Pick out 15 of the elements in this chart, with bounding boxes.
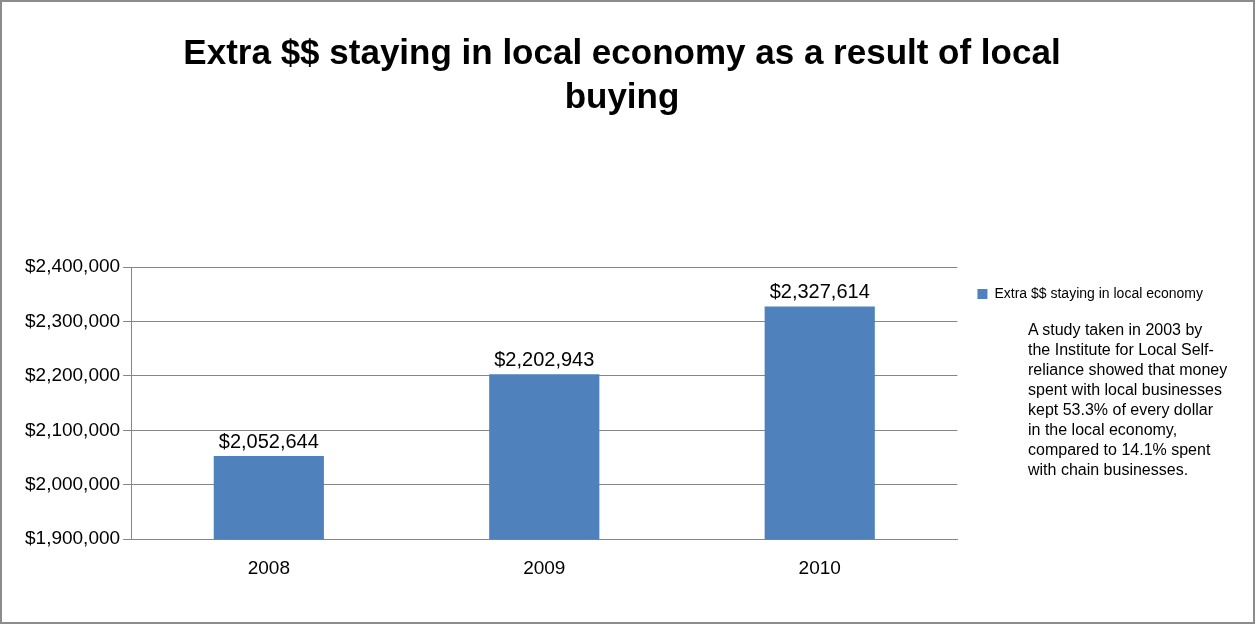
y-tick-label: $2,300,000 — [25, 309, 121, 331]
x-tick-label: 2009 — [523, 556, 566, 578]
x-tick-label: 2010 — [798, 556, 841, 578]
text: A study taken in 2003 by the Institute for Local Self-reliance showed that money spent with local businesses kept 53.3% of every dollar in the local economy, compared to 14.1% spent with chain businesses. — [1028, 320, 1228, 480]
y-tick-label: $1,900,000 — [25, 527, 121, 549]
data-label: $2,052,644 — [218, 429, 319, 452]
y-tick-label: $2,200,000 — [25, 364, 121, 386]
legend-label: Extra $$ staying in local economy — [994, 284, 1204, 301]
data-label: $2,327,614 — [769, 279, 870, 302]
y-tick-label: $2,400,000 — [25, 255, 121, 277]
data-label: $2,202,943 — [494, 347, 595, 370]
y-tick-label: $2,000,000 — [25, 472, 121, 494]
chart-title: Extra $$ staying in local economy as a result of local buying — [182, 31, 1062, 117]
x-tick-label: 2008 — [247, 556, 290, 578]
y-tick-label: $2,100,000 — [25, 418, 121, 440]
